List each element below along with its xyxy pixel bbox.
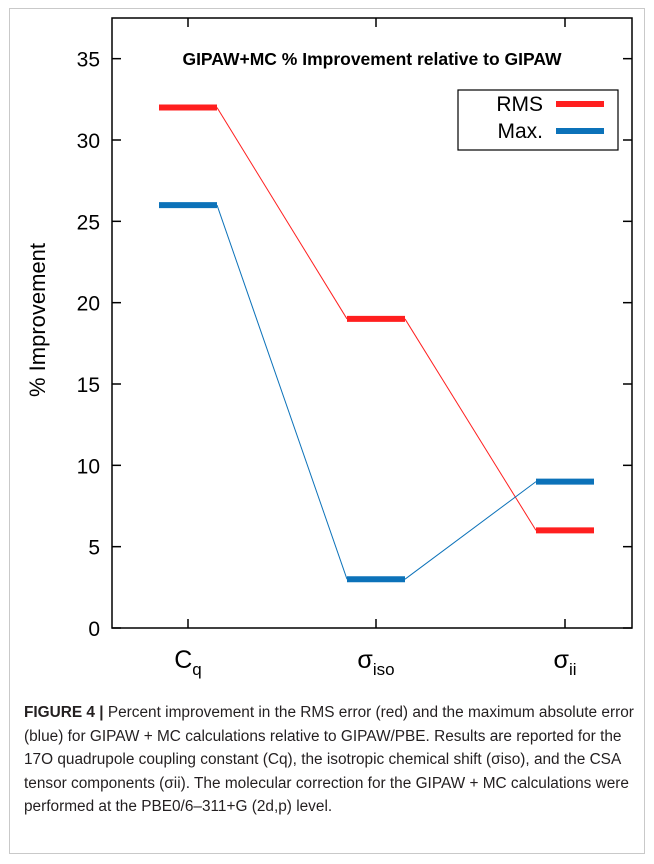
y-tick-label: 25 <box>77 211 100 234</box>
figure-frame <box>9 8 645 854</box>
x-tick-label: σii <box>554 646 577 679</box>
figure-caption: FIGURE 4 | Percent improvement in the RM… <box>24 701 636 819</box>
x-tick-label: σiso <box>357 646 394 679</box>
line-chart: 0 5 10 15 20 25 30 35 Cq σiso σii % Improvement G… <box>25 17 633 679</box>
y-tick-label: 30 <box>77 130 100 153</box>
x-tick-label: Cq <box>174 646 202 679</box>
x-tick-labels: Cq σiso σii <box>174 646 576 679</box>
y-tick-label: 20 <box>77 293 100 316</box>
chart-title: GIPAW+MC % Improvement relative to GIPAW <box>182 49 562 69</box>
plot-area-border <box>111 17 633 629</box>
y-tick-label: 5 <box>88 537 100 560</box>
legend-label: Max. <box>497 120 543 143</box>
caption-lead: FIGURE 4 | <box>24 704 104 721</box>
series-connector <box>404 481 537 580</box>
y-axis-title: % Improvement <box>25 243 50 397</box>
series-lines <box>216 107 537 580</box>
series-connector <box>216 107 348 320</box>
legend-box <box>457 89 619 151</box>
series-marks <box>159 104 594 583</box>
y-tick-label: 0 <box>88 618 100 641</box>
y-tick-label: 15 <box>77 374 100 397</box>
series-connector <box>216 204 348 580</box>
y-tick-label: 10 <box>77 455 100 478</box>
legend-label: RMS <box>496 93 543 116</box>
y-tick-label: 35 <box>77 49 100 72</box>
legend: RMS Max. <box>457 89 619 151</box>
caption-body: Percent improvement in the RMS error (re… <box>24 704 634 815</box>
axis-ticks: 0 5 10 15 20 25 30 35 <box>77 18 632 641</box>
series-connector <box>404 318 537 531</box>
